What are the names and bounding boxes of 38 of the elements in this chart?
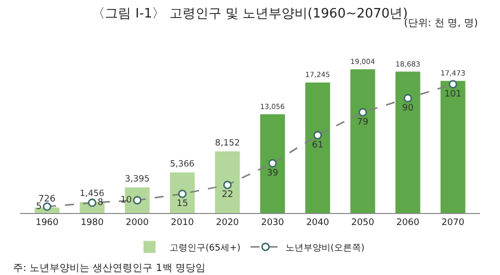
x-tick-label: 2030: [261, 218, 284, 228]
x-tick-label: 2040: [306, 218, 330, 228]
data-label: 79: [357, 117, 369, 128]
bar: [395, 72, 420, 213]
data-label: 13,056: [260, 102, 286, 111]
data-label: 90: [402, 103, 414, 114]
legend-label: 노년부양비(오른쪽): [286, 243, 365, 254]
data-label: 101: [444, 89, 462, 100]
bar: [260, 114, 285, 213]
x-tick-label: 2070: [441, 218, 465, 228]
data-label: 10: [120, 196, 132, 206]
x-tick-label: 2010: [170, 218, 194, 228]
bar: [305, 82, 330, 213]
data-label: 18,683: [395, 59, 420, 68]
data-label: 5,366: [170, 160, 194, 170]
data-label: 5: [36, 202, 42, 212]
data-label: 17,245: [305, 70, 330, 80]
x-tick-label: 2060: [396, 218, 420, 228]
data-label: 8,152: [215, 138, 240, 148]
data-label: 15: [176, 198, 188, 209]
x-tick-label: 2020: [216, 218, 240, 228]
text: 주: 노년부양비는 생산연령인구 1백 명당임: [13, 263, 206, 274]
data-label: 19,004: [350, 56, 376, 66]
x-tick-label: 2000: [126, 218, 149, 228]
data-label: 17,473: [440, 68, 466, 78]
x-tick-label: 1960: [36, 218, 59, 228]
data-label: 3,395: [124, 174, 150, 184]
legend-label: 고령인구(65세+): [170, 243, 241, 254]
data-label: 39: [266, 168, 279, 178]
bar: [215, 151, 240, 213]
bar: [350, 69, 376, 213]
data-label: 1,456: [80, 189, 104, 200]
bar: [170, 172, 195, 213]
data-label: 61: [312, 140, 324, 150]
data-label: 22: [222, 190, 234, 200]
x-tick-label: 2050: [351, 218, 374, 228]
bar: [440, 80, 466, 213]
x-tick-label: 1980: [80, 218, 104, 228]
